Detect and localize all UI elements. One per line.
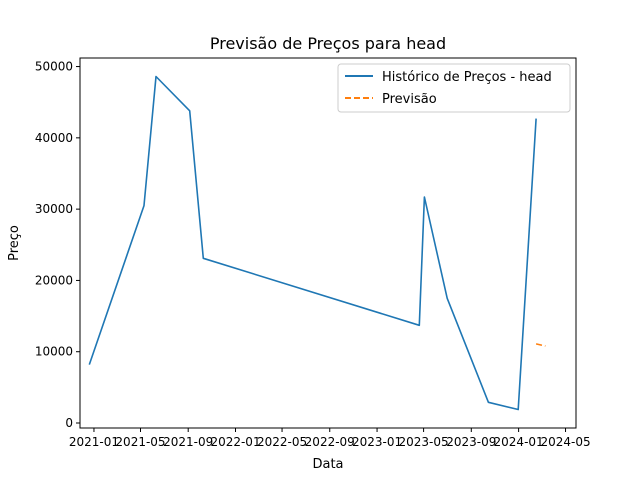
y-tick-label: 50000 [35,60,73,74]
chart-title: Previsão de Preços para head [210,34,446,53]
legend-label-forecast: Previsão [382,92,437,107]
x-tick-label: 2023-01 [352,435,402,449]
y-tick-label: 20000 [35,273,73,287]
x-tick-label: 2022-05 [257,435,307,449]
y-tick-label: 40000 [35,131,73,145]
x-tick-label: 2021-05 [115,435,165,449]
x-tick-label: 2023-05 [399,435,449,449]
y-tick-label: 0 [65,416,73,430]
axes-border [79,57,577,429]
y-tick-label: 30000 [35,202,73,216]
y-axis: 0 10000 20000 30000 40000 50000 [35,60,80,430]
x-tick-label: 2022-01 [210,435,260,449]
x-tick-label: 2022-09 [305,435,355,449]
x-tick-label: 2024-05 [540,435,590,449]
x-axis: 2021-012021-052021-092022-012022-052022-… [69,428,591,449]
legend-box [337,63,571,113]
legend: Histórico de Preços - head Previsão [337,63,571,113]
series-line-history [88,75,537,411]
legend-label-history: Histórico de Preços - head [382,70,552,85]
y-tick-label: 10000 [35,345,73,359]
x-tick-label: 2021-09 [163,435,213,449]
x-tick-label: 2023-09 [446,435,496,449]
plot-area [88,75,546,411]
x-axis-label: Data [312,457,343,472]
series-line-forecast [535,343,546,347]
x-tick-label: 2021-01 [69,435,119,449]
y-axis-label: Preço [7,225,22,261]
x-tick-label: 2024-01 [494,435,544,449]
axes-frame [79,57,577,429]
